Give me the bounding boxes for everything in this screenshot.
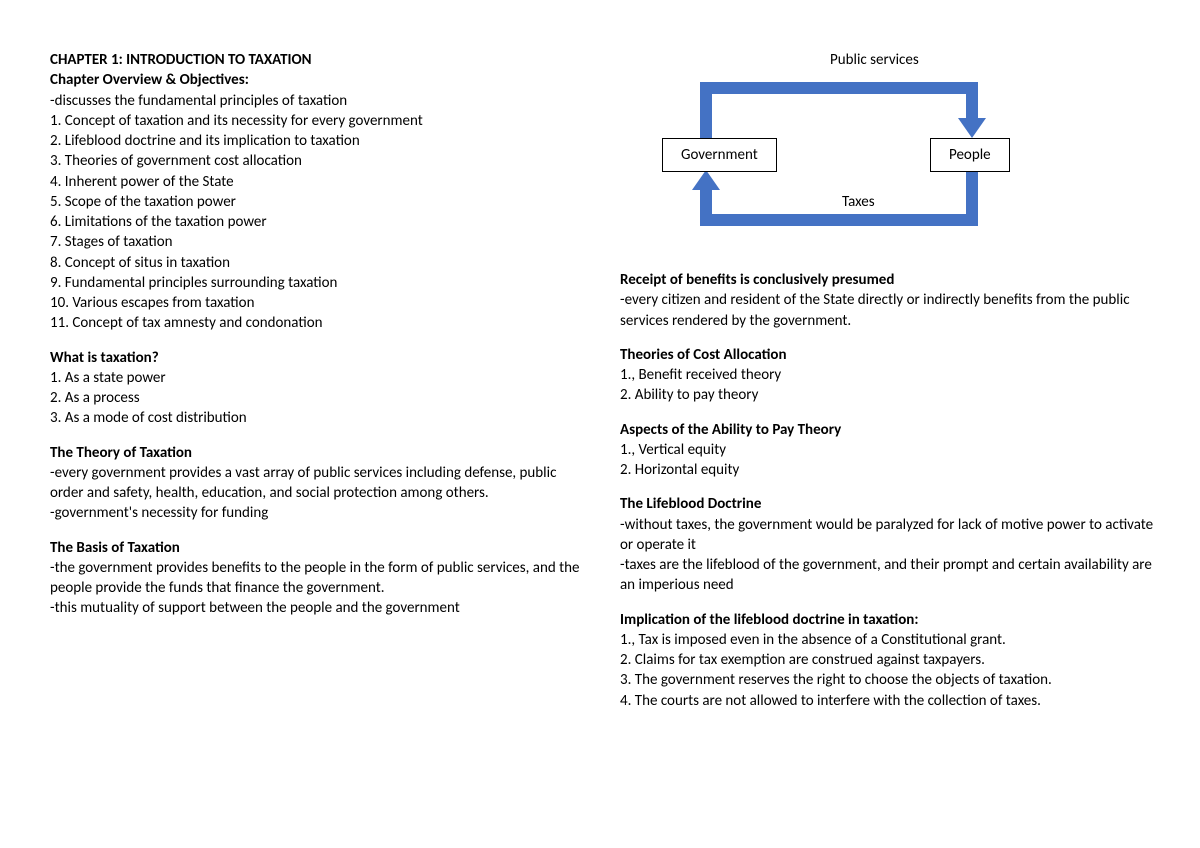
overview-item: 2. Lifeblood doctrine and its implicatio… [50, 131, 590, 151]
overview-item: 4. Inherent power of the State [50, 172, 590, 192]
right-column: Public services Taxes Government People … [620, 50, 1160, 725]
what-item: 3. As a mode of cost distribution [50, 408, 590, 428]
diagram-bottom-label: Taxes [842, 192, 875, 212]
overview-item: 10. Various escapes from taxation [50, 293, 590, 313]
overview-intro: -discusses the fundamental principles of… [50, 91, 590, 111]
theory-section: The Theory of Taxation -every government… [50, 443, 590, 524]
cost-heading: Theories of Cost Allocation [620, 345, 1160, 365]
aspects-section: Aspects of the Ability to Pay Theory 1.,… [620, 420, 1160, 481]
overview-item: 1. Concept of taxation and its necessity… [50, 111, 590, 131]
basis-section: The Basis of Taxation -the government pr… [50, 538, 590, 619]
overview-item: 7. Stages of taxation [50, 232, 590, 252]
lifeblood-heading: The Lifeblood Doctrine [620, 494, 1160, 514]
lifeblood-section: The Lifeblood Doctrine -without taxes, t… [620, 494, 1160, 595]
left-column: CHAPTER 1: INTRODUCTION TO TAXATION Chap… [50, 50, 590, 725]
receipt-heading: Receipt of benefits is conclusively pres… [620, 270, 1160, 290]
page: CHAPTER 1: INTRODUCTION TO TAXATION Chap… [0, 0, 1200, 765]
lifeblood-item: -taxes are the lifeblood of the governme… [620, 555, 1160, 596]
cost-section: Theories of Cost Allocation 1., Benefit … [620, 345, 1160, 406]
diagram-top-label: Public services [830, 50, 919, 70]
chapter-title: CHAPTER 1: INTRODUCTION TO TAXATION [50, 50, 590, 70]
implication-item: 2. Claims for tax exemption are construe… [620, 650, 1160, 670]
what-item: 2. As a process [50, 388, 590, 408]
cost-item: 1., Benefit received theory [620, 365, 1160, 385]
theory-heading: The Theory of Taxation [50, 443, 590, 463]
theory-item: -government's necessity for funding [50, 503, 590, 523]
aspects-item: 2. Horizontal equity [620, 460, 1160, 480]
overview-item: 11. Concept of tax amnesty and condonati… [50, 313, 590, 333]
receipt-section: Receipt of benefits is conclusively pres… [620, 270, 1160, 331]
overview-heading: Chapter Overview & Objectives: [50, 70, 590, 90]
overview-item: 3. Theories of government cost allocatio… [50, 151, 590, 171]
implication-item: 1., Tax is imposed even in the absence o… [620, 630, 1160, 650]
what-section: What is taxation? 1. As a state power 2.… [50, 348, 590, 429]
what-heading: What is taxation? [50, 348, 590, 368]
aspects-heading: Aspects of the Ability to Pay Theory [620, 420, 1160, 440]
diagram-node-government: Government [662, 138, 777, 172]
theory-item: -every government provides a vast array … [50, 463, 590, 504]
overview-item: 8. Concept of situs in taxation [50, 253, 590, 273]
cost-item: 2. Ability to pay theory [620, 385, 1160, 405]
basis-item: -the government provides benefits to the… [50, 558, 590, 599]
implication-section: Implication of the lifeblood doctrine in… [620, 610, 1160, 711]
what-item: 1. As a state power [50, 368, 590, 388]
basis-item: -this mutuality of support between the p… [50, 598, 590, 618]
overview-item: 5. Scope of the taxation power [50, 192, 590, 212]
lifeblood-item: -without taxes, the government would be … [620, 515, 1160, 556]
overview-item: 6. Limitations of the taxation power [50, 212, 590, 232]
overview-section: Chapter Overview & Objectives: -discusse… [50, 70, 590, 333]
implication-item: 3. The government reserves the right to … [620, 670, 1160, 690]
receipt-text: -every citizen and resident of the State… [620, 290, 1160, 331]
aspects-item: 1., Vertical equity [620, 440, 1160, 460]
implication-heading: Implication of the lifeblood doctrine in… [620, 610, 1160, 630]
flow-diagram: Public services Taxes Government People [620, 50, 1050, 250]
overview-item: 9. Fundamental principles surrounding ta… [50, 273, 590, 293]
basis-heading: The Basis of Taxation [50, 538, 590, 558]
implication-item: 4. The courts are not allowed to interfe… [620, 691, 1160, 711]
diagram-node-people: People [930, 138, 1010, 172]
